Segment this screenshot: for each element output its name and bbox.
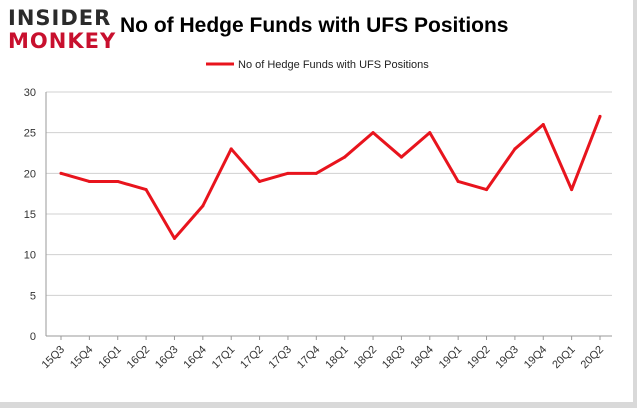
x-tick-label: 18Q3 bbox=[380, 344, 408, 372]
data-point bbox=[258, 179, 262, 183]
logo-line-1: INSIDER bbox=[8, 6, 112, 30]
data-point bbox=[371, 131, 375, 135]
series-line bbox=[59, 114, 602, 240]
x-tick-label: 19Q4 bbox=[522, 344, 550, 372]
data-point bbox=[485, 188, 489, 192]
data-point bbox=[456, 179, 460, 183]
data-point bbox=[286, 171, 290, 175]
y-tick-label: 30 bbox=[24, 87, 36, 99]
x-tick-label: 20Q1 bbox=[550, 344, 578, 372]
x-tick-label: 17Q3 bbox=[267, 344, 295, 372]
x-tick-label: 16Q2 bbox=[125, 344, 153, 372]
data-point bbox=[87, 179, 91, 183]
data-point bbox=[314, 171, 318, 175]
x-tick-label: 19Q1 bbox=[437, 344, 465, 372]
data-point bbox=[59, 171, 63, 175]
data-point bbox=[598, 114, 602, 118]
insider-monkey-logo: INSIDER MONKEY bbox=[8, 6, 118, 52]
x-tick-label: 18Q1 bbox=[323, 344, 351, 372]
x-tick-label: 20Q2 bbox=[579, 344, 607, 372]
data-point bbox=[428, 131, 432, 135]
x-tick-label: 16Q3 bbox=[153, 344, 181, 372]
x-tick-label: 16Q1 bbox=[96, 344, 124, 372]
x-tick-label: 15Q3 bbox=[40, 344, 68, 372]
data-point bbox=[399, 155, 403, 159]
y-tick-label: 15 bbox=[24, 209, 36, 221]
gridlines bbox=[46, 91, 612, 296]
axes bbox=[45, 92, 612, 337]
y-tick-label: 10 bbox=[24, 250, 36, 262]
data-point bbox=[229, 147, 233, 151]
x-tick-label: 18Q4 bbox=[408, 344, 436, 372]
x-tick-label: 16Q4 bbox=[181, 344, 209, 372]
x-tick-label: 17Q2 bbox=[238, 344, 266, 372]
x-tick-label: 17Q4 bbox=[295, 344, 323, 372]
data-point bbox=[144, 188, 148, 192]
series-layer bbox=[59, 114, 602, 240]
x-tick-label: 19Q2 bbox=[465, 344, 493, 372]
y-tick-label: 5 bbox=[30, 290, 36, 302]
chart-title: No of Hedge Funds with UFS Positions bbox=[120, 14, 509, 37]
data-point bbox=[172, 236, 176, 240]
logo-line-2: MONKEY bbox=[8, 29, 117, 53]
legend-label: No of Hedge Funds with UFS Positions bbox=[238, 59, 429, 71]
data-point bbox=[570, 188, 574, 192]
data-point bbox=[116, 179, 120, 183]
x-tick-label: 19Q3 bbox=[493, 344, 521, 372]
x-tick-label: 17Q1 bbox=[210, 344, 238, 372]
data-point bbox=[513, 147, 517, 151]
data-point bbox=[343, 155, 347, 159]
y-tick-label: 0 bbox=[30, 331, 36, 343]
x-axis-ticks: 15Q3 15Q4 16Q1 16Q2 16Q3 16Q4 17Q1 17Q2 17Q3 17Q4… bbox=[40, 336, 607, 372]
x-tick-label: 15Q4 bbox=[68, 344, 96, 372]
x-tick-label: 18Q2 bbox=[352, 344, 380, 372]
y-axis-ticks: 0 5 10 15 20 25 30 bbox=[24, 87, 36, 343]
legend: No of Hedge Funds with UFS Positions bbox=[206, 59, 429, 71]
data-point bbox=[201, 204, 205, 208]
y-tick-label: 20 bbox=[24, 168, 36, 180]
data-point bbox=[541, 123, 545, 127]
y-tick-label: 25 bbox=[24, 128, 36, 140]
